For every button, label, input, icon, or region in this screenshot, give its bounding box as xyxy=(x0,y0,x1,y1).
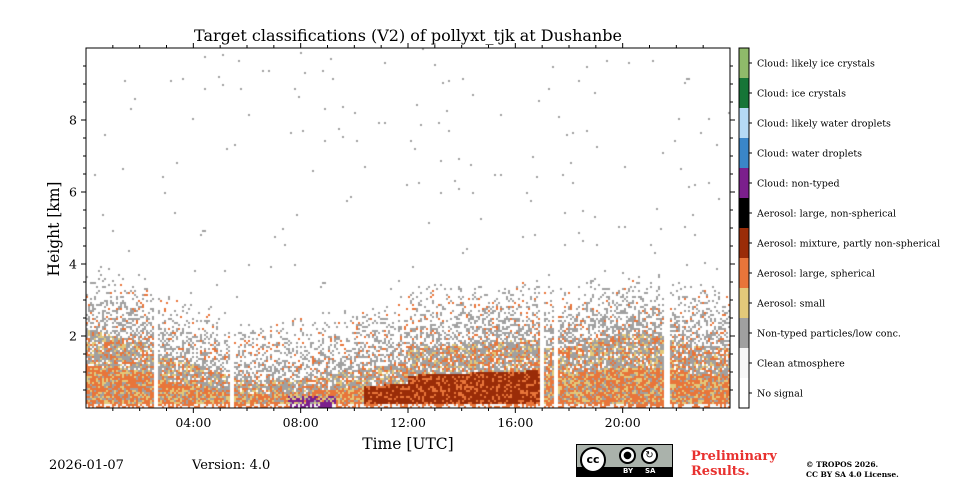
x-tick-label: 12:00 xyxy=(390,415,426,430)
legend-swatch xyxy=(739,138,749,168)
legend-label: No signal xyxy=(757,389,803,400)
copyright-line-2: CC BY SA 4.0 License. xyxy=(806,470,899,479)
attribution-icon: ● xyxy=(619,447,636,464)
legend-label: Aerosol: mixture, partly non-spherical xyxy=(756,239,940,250)
x-tick-label: 20:00 xyxy=(605,415,641,430)
legend-label: Clean atmosphere xyxy=(757,359,845,370)
x-tick-label: 04:00 xyxy=(175,415,211,430)
cc-icon: cc xyxy=(580,447,606,473)
legend-swatch xyxy=(739,78,749,108)
legend-label: Aerosol: large, spherical xyxy=(756,269,875,280)
cc-license-badge[interactable]: cc ● ↻ BY SA xyxy=(576,444,673,477)
share-alike-icon: ↻ xyxy=(641,447,658,464)
heatmap-area xyxy=(86,48,730,408)
legend-swatch xyxy=(739,48,749,78)
legend-swatch xyxy=(739,258,749,288)
y-tick-label: 4 xyxy=(69,257,77,272)
badge-strip xyxy=(577,467,672,476)
classification-heatmap xyxy=(86,48,730,408)
x-axis-label: Time [UTC] xyxy=(362,435,453,453)
copyright-notice: © TROPOS 2026. CC BY SA 4.0 License. xyxy=(806,460,899,480)
version-label: Version: 4.0 xyxy=(192,458,271,473)
legend-swatch xyxy=(739,378,749,408)
preliminary-notice: Preliminary Results. xyxy=(691,449,777,479)
legend-label: Cloud: likely water droplets xyxy=(757,119,891,130)
by-label: BY xyxy=(623,467,634,475)
y-tick-label: 6 xyxy=(69,185,77,200)
x-tick-label: 08:00 xyxy=(283,415,319,430)
legend-label: Aerosol: large, non-spherical xyxy=(756,209,896,220)
x-tick-label: 16:00 xyxy=(497,415,533,430)
legend-label: Cloud: non-typed xyxy=(757,179,840,190)
y-axis-label: Height [km] xyxy=(45,182,63,277)
copyright-line-1: © TROPOS 2026. xyxy=(806,460,879,469)
legend-swatch xyxy=(739,288,749,318)
legend-swatch xyxy=(739,198,749,228)
chart-title: Target classifications (V2) of pollyxt_t… xyxy=(194,26,622,45)
colorbar-frame xyxy=(738,47,750,409)
legend-label: Non-typed particles/low conc. xyxy=(757,329,901,340)
y-tick-label: 8 xyxy=(69,113,77,128)
preliminary-line-1: Preliminary xyxy=(691,449,777,464)
x-axis: 04:00 08:00 12:00 16:00 20:00 xyxy=(112,43,704,430)
legend-swatch xyxy=(739,228,749,258)
y-tick-label: 2 xyxy=(69,329,77,344)
legend-swatch xyxy=(739,318,749,348)
legend-swatch xyxy=(739,348,749,378)
y-axis: 2 4 6 8 xyxy=(69,65,735,391)
legend-swatch xyxy=(739,168,749,198)
legend-label: Aerosol: small xyxy=(756,299,825,310)
sa-label: SA xyxy=(645,467,656,475)
legend-swatch xyxy=(739,108,749,138)
preliminary-line-2: Results. xyxy=(691,464,750,479)
legend-label: Cloud: ice crystals xyxy=(757,89,846,100)
legend-colorbar: No signal Clean atmosphere Non-typed parti… xyxy=(738,47,940,409)
date-label: 2026-01-07 xyxy=(49,458,124,473)
legend-label: Cloud: likely ice crystals xyxy=(757,59,875,70)
legend-label: Cloud: water droplets xyxy=(757,149,862,160)
